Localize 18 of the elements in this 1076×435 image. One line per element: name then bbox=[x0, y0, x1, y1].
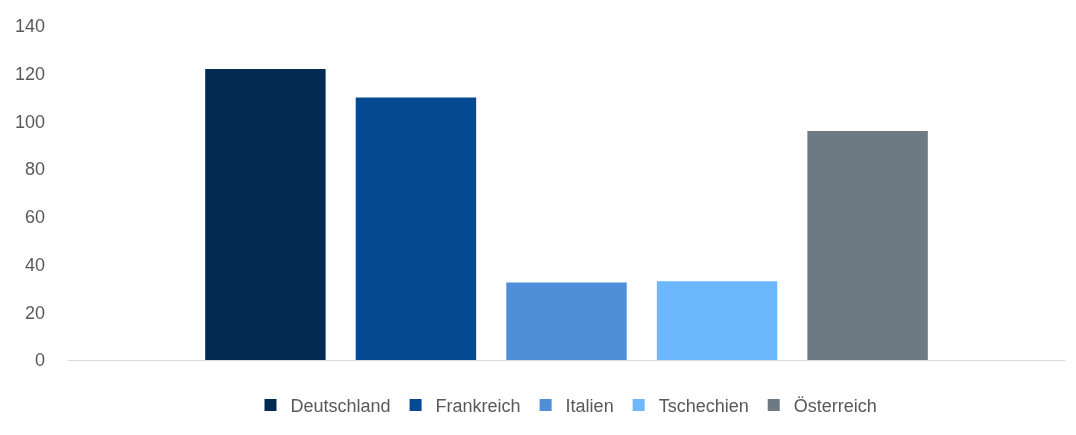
bar bbox=[506, 282, 627, 360]
y-tick-label: 80 bbox=[24, 159, 45, 180]
y-tick-label: 40 bbox=[24, 254, 45, 275]
bar bbox=[205, 68, 326, 360]
y-tick-label: 60 bbox=[24, 207, 45, 228]
y-tick-label: 0 bbox=[34, 350, 45, 371]
legend-label: Österreich bbox=[793, 395, 877, 416]
y-tick-label: 120 bbox=[14, 64, 45, 85]
bar bbox=[656, 281, 778, 360]
legend-label: Tschechien bbox=[658, 395, 749, 416]
legend-label: Deutschland bbox=[290, 395, 391, 416]
bar bbox=[355, 97, 477, 360]
legend-label: Frankreich bbox=[435, 395, 521, 416]
y-tick-label: 20 bbox=[24, 302, 45, 323]
bar bbox=[807, 130, 928, 360]
legend-label: Italien bbox=[565, 395, 614, 416]
y-tick-label: 100 bbox=[14, 111, 45, 132]
y-tick-label: 140 bbox=[14, 16, 45, 37]
